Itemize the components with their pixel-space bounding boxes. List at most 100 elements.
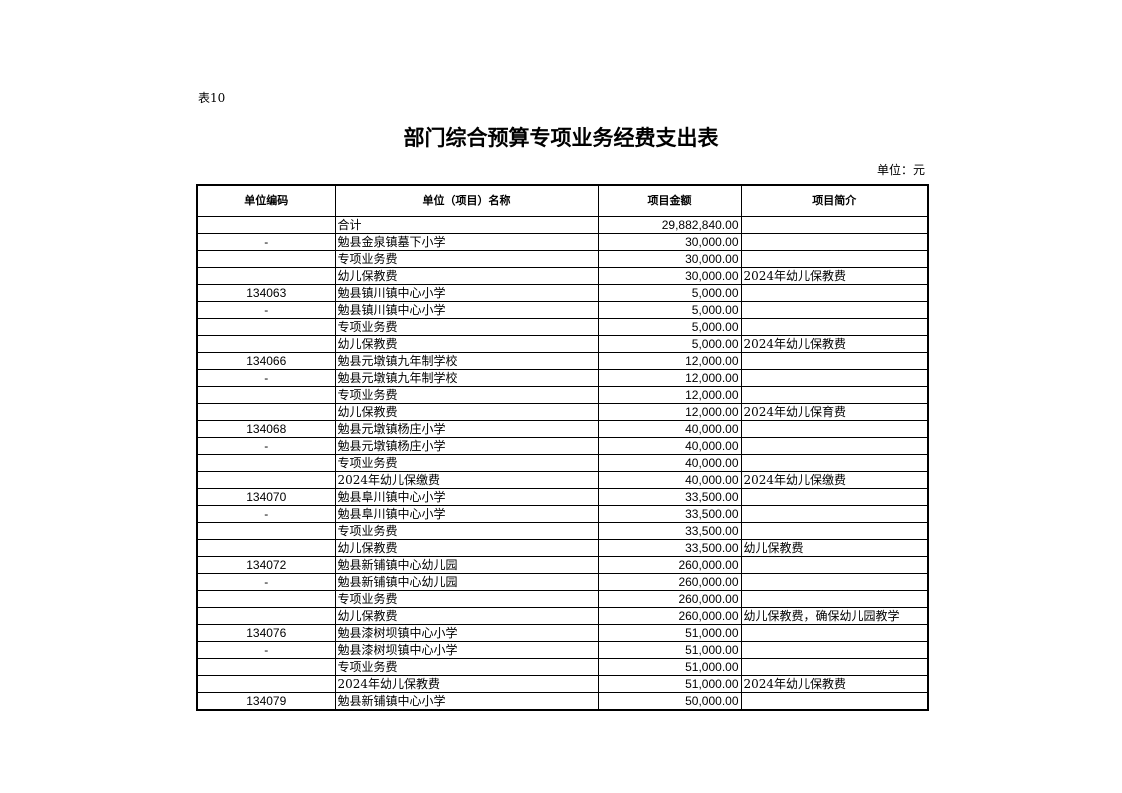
unit-name-cell: 专项业务费 (334, 590, 599, 608)
unit-name-cell: 勉县阜川镇中心小学 (334, 488, 599, 506)
unit-code-cell (196, 335, 336, 353)
description-cell (740, 641, 929, 659)
unit-label: 单位：元 (876, 163, 925, 177)
unit-code-cell: - (196, 505, 336, 523)
description-cell (740, 505, 929, 523)
header-row: 单位编码 单位（项目）名称 项目金额 项目简介 (196, 184, 929, 217)
table-row: 专项业务费 33,500.00 (196, 522, 929, 540)
description-cell: 2024年幼儿保教费 (740, 335, 929, 353)
table-row: - 勉县镇川镇中心小学 5,000.00 (196, 301, 929, 319)
unit-name-cell: 2024年幼儿保缴费 (334, 471, 599, 489)
description-cell (740, 216, 929, 234)
unit-code-cell (196, 403, 336, 421)
unit-name-cell: 专项业务费 (334, 318, 599, 336)
amount-cell: 33,500.00 (597, 539, 742, 557)
amount-cell: 12,000.00 (597, 369, 742, 387)
description-cell: 幼儿保教费，确保幼儿园教学 (740, 607, 929, 625)
table-row: - 勉县阜川镇中心小学 33,500.00 (196, 505, 929, 523)
amount-cell: 5,000.00 (597, 335, 742, 353)
unit-name-cell: 合计 (334, 216, 599, 234)
description-cell (740, 369, 929, 387)
amount-cell: 50,000.00 (597, 692, 742, 711)
table-row: - 勉县元墩镇杨庄小学 40,000.00 (196, 437, 929, 455)
unit-name-cell: 专项业务费 (334, 454, 599, 472)
unit-code-cell (196, 267, 336, 285)
table-row: - 勉县漆树坝镇中心小学 51,000.00 (196, 641, 929, 659)
unit-code-cell: 134079 (196, 692, 336, 711)
unit-name-cell: 专项业务费 (334, 386, 599, 404)
table-row: 幼儿保教费 260,000.00 幼儿保教费，确保幼儿园教学 (196, 607, 929, 625)
header-amount: 项目金额 (597, 184, 742, 217)
unit-name-cell: 专项业务费 (334, 658, 599, 676)
description-cell (740, 590, 929, 608)
page-title: 部门综合预算专项业务经费支出表 (403, 126, 719, 150)
unit-name-cell: 2024年幼儿保教费 (334, 675, 599, 693)
unit-name-cell: 勉县镇川镇中心小学 (334, 284, 599, 302)
table-row: - 勉县金泉镇墓下小学 30,000.00 (196, 233, 929, 251)
unit-name-cell: 勉县漆树坝镇中心小学 (334, 624, 599, 642)
table-row: 专项业务费 12,000.00 (196, 386, 929, 404)
unit-code-cell (196, 590, 336, 608)
unit-name-cell: 勉县元墩镇九年制学校 (334, 369, 599, 387)
unit-code-cell: 134076 (196, 624, 336, 642)
unit-name-cell: 专项业务费 (334, 522, 599, 540)
unit-name-cell: 勉县金泉镇墓下小学 (334, 233, 599, 251)
budget-table: 单位编码 单位（项目）名称 项目金额 项目简介 合计 29,882,840.00-… (196, 184, 929, 711)
unit-code-cell: - (196, 369, 336, 387)
description-cell (740, 556, 929, 574)
table-row: 134079 勉县新铺镇中心小学 50,000.00 (196, 692, 929, 711)
amount-cell: 260,000.00 (597, 607, 742, 625)
description-cell (740, 573, 929, 591)
unit-name-cell: 勉县新铺镇中心幼儿园 (334, 556, 599, 574)
amount-cell: 40,000.00 (597, 437, 742, 455)
unit-name-cell: 勉县阜川镇中心小学 (334, 505, 599, 523)
description-cell (740, 352, 929, 370)
unit-name-cell: 勉县元墩镇杨庄小学 (334, 437, 599, 455)
table-row: 合计 29,882,840.00 (196, 216, 929, 234)
description-cell (740, 386, 929, 404)
amount-cell: 40,000.00 (597, 420, 742, 438)
description-cell (740, 624, 929, 642)
amount-cell: 33,500.00 (597, 488, 742, 506)
table-row: 134070 勉县阜川镇中心小学 33,500.00 (196, 488, 929, 506)
unit-name-cell: 勉县元墩镇杨庄小学 (334, 420, 599, 438)
unit-code-cell: - (196, 641, 336, 659)
description-cell (740, 284, 929, 302)
unit-name-cell: 幼儿保教费 (334, 403, 599, 421)
amount-cell: 12,000.00 (597, 403, 742, 421)
unit-code-cell (196, 386, 336, 404)
table-row: 2024年幼儿保缴费 40,000.00 2024年幼儿保缴费 (196, 471, 929, 489)
unit-code-cell: 134063 (196, 284, 336, 302)
unit-code-cell: - (196, 233, 336, 251)
description-cell (740, 420, 929, 438)
table-row: 专项业务费 5,000.00 (196, 318, 929, 336)
description-cell (740, 454, 929, 472)
table-row: 专项业务费 40,000.00 (196, 454, 929, 472)
unit-code-cell (196, 216, 336, 234)
description-cell (740, 658, 929, 676)
unit-name-cell: 勉县新铺镇中心幼儿园 (334, 573, 599, 591)
amount-cell: 260,000.00 (597, 573, 742, 591)
unit-code-cell (196, 607, 336, 625)
amount-cell: 5,000.00 (597, 318, 742, 336)
header-description: 项目简介 (740, 184, 929, 217)
header-unit-name: 单位（项目）名称 (334, 184, 599, 217)
table-body: 合计 29,882,840.00- 勉县金泉镇墓下小学 30,000.00 专项业务费 3… (196, 216, 929, 711)
unit-code-cell: - (196, 437, 336, 455)
description-cell (740, 692, 929, 711)
table-row: 专项业务费 260,000.00 (196, 590, 929, 608)
table-row: - 勉县元墩镇九年制学校 12,000.00 (196, 369, 929, 387)
description-cell (740, 318, 929, 336)
unit-code-cell: 134072 (196, 556, 336, 574)
unit-code-cell (196, 454, 336, 472)
unit-code-cell: 134068 (196, 420, 336, 438)
description-cell: 2024年幼儿保教费 (740, 675, 929, 693)
amount-cell: 30,000.00 (597, 267, 742, 285)
table-row: 134068 勉县元墩镇杨庄小学 40,000.00 (196, 420, 929, 438)
unit-name-cell: 专项业务费 (334, 250, 599, 268)
unit-name-cell: 幼儿保教费 (334, 539, 599, 557)
unit-name-cell: 勉县漆树坝镇中心小学 (334, 641, 599, 659)
table-row: 幼儿保教费 5,000.00 2024年幼儿保教费 (196, 335, 929, 353)
unit-code-cell (196, 675, 336, 693)
amount-cell: 260,000.00 (597, 590, 742, 608)
